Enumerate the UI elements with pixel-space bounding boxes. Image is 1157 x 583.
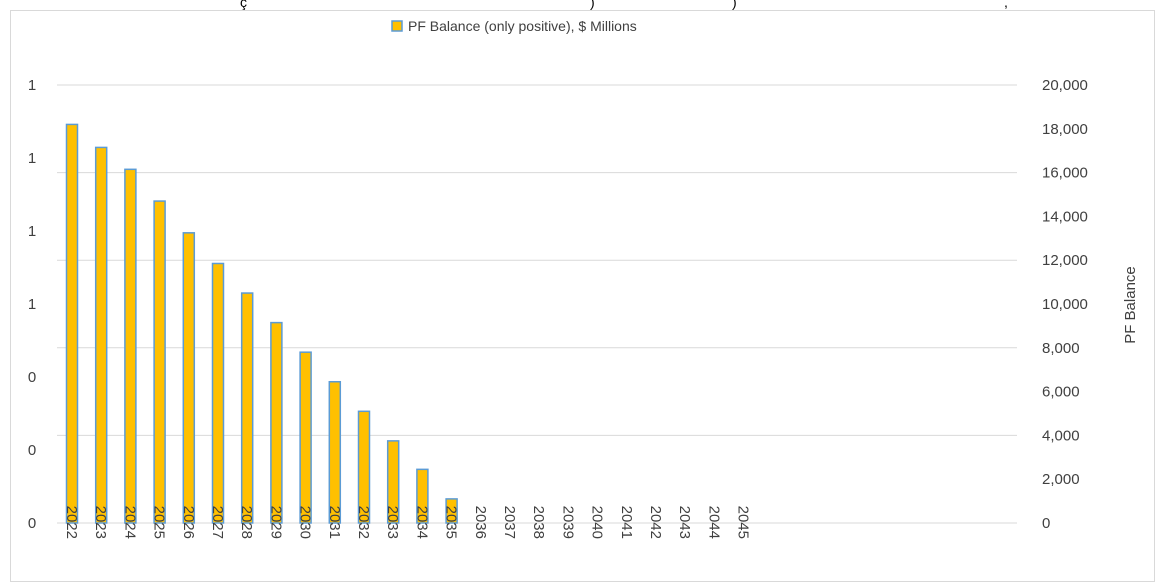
chart-title-fragment: , <box>1004 0 1008 10</box>
left-axis-tick-label: 1 <box>28 223 36 240</box>
x-axis-tick-label: 2029 <box>267 506 284 539</box>
x-axis-tick-label: 2030 <box>297 506 314 539</box>
x-axis-tick-label: 2044 <box>705 506 722 539</box>
bar <box>270 321 283 524</box>
left-axis-tick-label: 0 <box>28 369 36 386</box>
x-axis-tick-label: 2041 <box>618 506 635 539</box>
x-axis-tick-label: 2038 <box>530 506 547 539</box>
right-axis-tick-label: 14,000 <box>1042 208 1088 225</box>
x-axis-tick-label: 2043 <box>676 506 693 539</box>
chart-title-fragment: ç <box>240 0 247 10</box>
left-axis-tick-label: 0 <box>28 515 36 532</box>
left-axis-tick-label: 1 <box>28 296 36 313</box>
x-axis-tick-label: 2033 <box>384 506 401 539</box>
x-axis-tick-label: 2026 <box>180 506 197 539</box>
x-axis-tick-label: 2039 <box>559 506 576 539</box>
x-axis-tick-label: 2045 <box>735 506 752 539</box>
x-axis-tick-label: 2027 <box>209 506 226 539</box>
right-axis-tick-label: 16,000 <box>1042 165 1088 182</box>
bar <box>328 380 342 524</box>
chart-title-fragment: ) <box>590 0 595 10</box>
bar <box>299 351 312 524</box>
x-axis-tick-label: 2028 <box>238 506 255 539</box>
bar <box>94 146 108 524</box>
right-axis-tick-label: 18,000 <box>1042 121 1088 138</box>
right-axis-title: PF Balance <box>1122 266 1139 344</box>
legend-swatch <box>391 20 403 32</box>
x-axis-tick-label: 2037 <box>501 506 518 539</box>
x-axis-tick-label: 2032 <box>355 506 372 539</box>
bar <box>445 498 458 524</box>
x-axis-tick-label: 2034 <box>413 506 430 539</box>
bar <box>386 440 400 524</box>
bar <box>357 410 371 524</box>
left-axis-tick-label: 1 <box>28 150 36 167</box>
bar <box>240 292 254 524</box>
chart-title-fragment: ) <box>732 0 737 10</box>
x-axis-tick-label: 2023 <box>92 506 109 539</box>
bar <box>65 123 79 524</box>
x-axis-tick-label: 2025 <box>151 506 168 539</box>
bar <box>416 468 429 524</box>
right-axis-tick-label: 8,000 <box>1042 340 1080 357</box>
right-axis-tick-label: 20,000 <box>1042 77 1088 94</box>
left-axis-tick-label: 1 <box>28 77 36 94</box>
right-axis-tick-label: 0 <box>1042 515 1050 532</box>
x-axis-tick-label: 2031 <box>326 506 343 539</box>
bar <box>124 168 137 524</box>
right-axis-tick-label: 10,000 <box>1042 296 1088 313</box>
x-axis-tick-label: 2024 <box>121 506 138 539</box>
bar <box>182 232 196 524</box>
x-axis-tick-label: 2040 <box>589 506 606 539</box>
right-axis-tick-label: 12,000 <box>1042 252 1088 269</box>
right-axis-tick-label: 6,000 <box>1042 384 1080 401</box>
bar <box>153 200 166 524</box>
x-axis-tick-label: 2036 <box>472 506 489 539</box>
legend-label: PF Balance (only positive), $ Millions <box>408 18 637 34</box>
x-axis-tick-label: 2022 <box>63 506 80 539</box>
right-axis-tick-label: 4,000 <box>1042 427 1080 444</box>
chart-area <box>10 10 1155 582</box>
bar <box>211 262 225 524</box>
x-axis-tick-label: 2035 <box>443 506 460 539</box>
x-axis-tick-label: 2042 <box>647 506 664 539</box>
right-axis-tick-label: 2,000 <box>1042 471 1080 488</box>
left-axis-tick-label: 0 <box>28 442 36 459</box>
